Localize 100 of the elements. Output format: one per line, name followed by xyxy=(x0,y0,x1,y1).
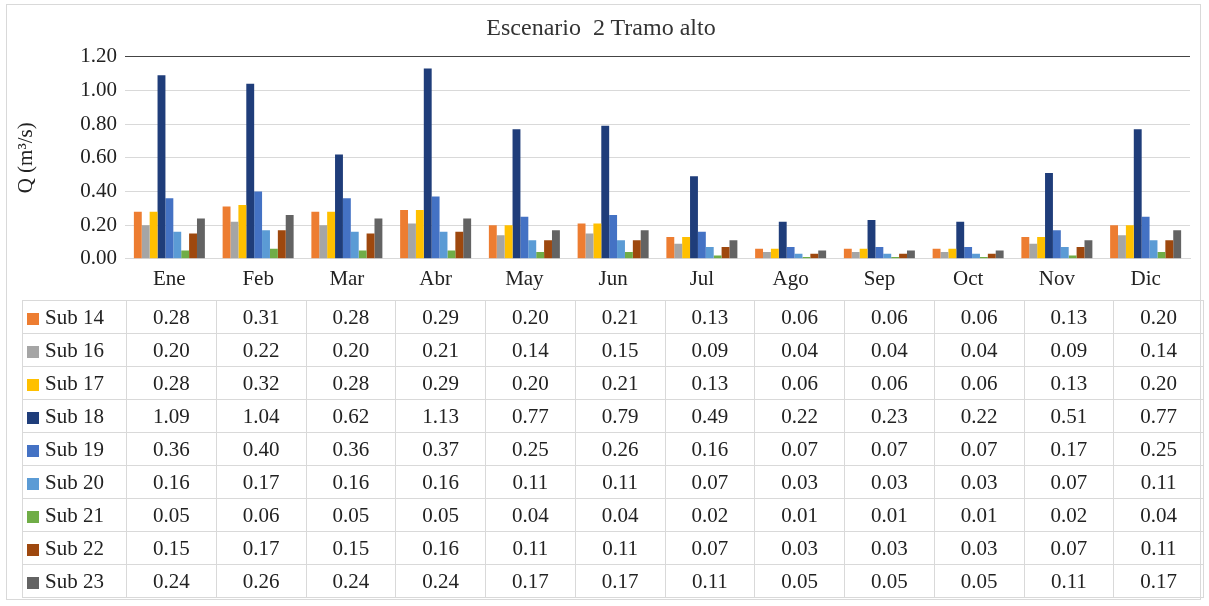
data-label: 0.20 xyxy=(485,300,576,334)
data-label: 0.03 xyxy=(844,531,935,565)
data-label: 0.03 xyxy=(754,531,845,565)
data-label: 0.04 xyxy=(1113,498,1204,532)
bar xyxy=(544,240,552,259)
data-label: 0.04 xyxy=(485,498,576,532)
y-tick-label: 0.80 xyxy=(80,110,117,135)
bar xyxy=(843,248,852,259)
legend-label: Sub 17 xyxy=(22,366,127,400)
bar xyxy=(906,250,915,259)
bar xyxy=(778,221,787,259)
bar xyxy=(408,223,416,259)
x-tick-label: Feb xyxy=(242,265,274,290)
bar xyxy=(875,247,884,259)
data-label: 0.07 xyxy=(665,531,755,565)
data-label: 0.25 xyxy=(485,432,576,466)
data-label: 0.51 xyxy=(1024,399,1114,433)
data-label: 0.09 xyxy=(1024,333,1114,367)
bar xyxy=(956,221,965,259)
legend-label: Sub 22 xyxy=(22,531,127,565)
bar xyxy=(1068,255,1077,259)
bar xyxy=(141,225,150,259)
data-label: 0.11 xyxy=(575,531,665,565)
data-label: 0.21 xyxy=(575,300,665,334)
data-label: 0.31 xyxy=(216,300,306,334)
bar xyxy=(173,231,182,259)
bar xyxy=(995,250,1004,259)
data-label: 0.15 xyxy=(306,531,396,565)
data-label: 0.03 xyxy=(934,531,1024,565)
bar xyxy=(463,218,472,259)
data-label: 0.28 xyxy=(306,366,396,400)
data-label: 0.24 xyxy=(306,564,396,598)
data-label: 0.17 xyxy=(485,564,576,598)
data-label: 0.15 xyxy=(126,531,217,565)
bar xyxy=(690,176,698,259)
x-tick-label: Nov xyxy=(1038,265,1076,290)
data-label: 1.13 xyxy=(395,399,486,433)
bar xyxy=(488,225,497,259)
data-label: 0.17 xyxy=(575,564,665,598)
legend-label: Sub 14 xyxy=(22,300,127,334)
data-label: 0.25 xyxy=(1113,432,1204,466)
data-label: 0.06 xyxy=(216,498,306,532)
data-label: 0.16 xyxy=(395,465,486,499)
bar xyxy=(520,216,529,259)
bar xyxy=(729,240,738,259)
y-tick-label: 0.00 xyxy=(80,245,117,270)
y-tick-label: 0.20 xyxy=(80,211,117,236)
bar xyxy=(593,223,602,259)
data-label: 0.62 xyxy=(306,399,396,433)
bar xyxy=(319,225,328,259)
bar xyxy=(269,248,278,259)
data-label: 0.03 xyxy=(844,465,935,499)
data-label: 0.20 xyxy=(485,366,576,400)
legend-label: Sub 16 xyxy=(22,333,127,367)
bar xyxy=(948,248,957,259)
data-label: 0.29 xyxy=(395,300,486,334)
bar xyxy=(964,247,973,259)
data-label: 0.11 xyxy=(485,465,576,499)
data-label: 0.05 xyxy=(126,498,217,532)
data-label: 0.06 xyxy=(934,366,1024,400)
data-label: 0.01 xyxy=(844,498,935,532)
x-tick-label: Jun xyxy=(598,265,629,290)
bar xyxy=(1173,230,1182,259)
data-label: 0.23 xyxy=(844,399,935,433)
data-label: 0.05 xyxy=(934,564,1024,598)
data-label: 0.17 xyxy=(1113,564,1204,598)
bar xyxy=(666,236,675,259)
data-label: 0.16 xyxy=(126,465,217,499)
data-label: 0.17 xyxy=(216,531,306,565)
data-label: 0.13 xyxy=(1024,300,1114,334)
data-label: 0.77 xyxy=(1113,399,1204,433)
bar xyxy=(1029,243,1038,259)
data-label: 0.03 xyxy=(754,465,845,499)
bar xyxy=(624,252,633,259)
data-label: 0.24 xyxy=(395,564,486,598)
bar xyxy=(165,198,174,259)
x-tick-label: Jul xyxy=(689,265,715,290)
bar xyxy=(246,83,255,259)
data-label: 0.37 xyxy=(395,432,486,466)
data-label: 0.22 xyxy=(754,399,845,433)
chart-title: Escenario 2 Tramo alto xyxy=(486,13,716,40)
bar xyxy=(415,209,424,259)
data-label: 0.20 xyxy=(1113,300,1204,334)
bar xyxy=(705,247,714,259)
data-label: 0.05 xyxy=(844,564,935,598)
bar xyxy=(1045,172,1053,259)
bar xyxy=(277,230,286,259)
bar xyxy=(1118,235,1126,259)
data-label: 0.04 xyxy=(844,333,935,367)
bar xyxy=(859,248,868,259)
y-tick-label: 0.60 xyxy=(80,144,117,169)
data-label: 0.21 xyxy=(575,366,665,400)
data-label: 0.05 xyxy=(306,498,396,532)
data-label: 0.26 xyxy=(575,432,665,466)
bar xyxy=(1084,240,1093,259)
data-label: 0.13 xyxy=(1024,366,1114,400)
data-label: 0.11 xyxy=(485,531,576,565)
y-tick-label: 0.40 xyxy=(80,177,117,202)
bar xyxy=(285,215,294,259)
data-label: 0.02 xyxy=(665,498,755,532)
